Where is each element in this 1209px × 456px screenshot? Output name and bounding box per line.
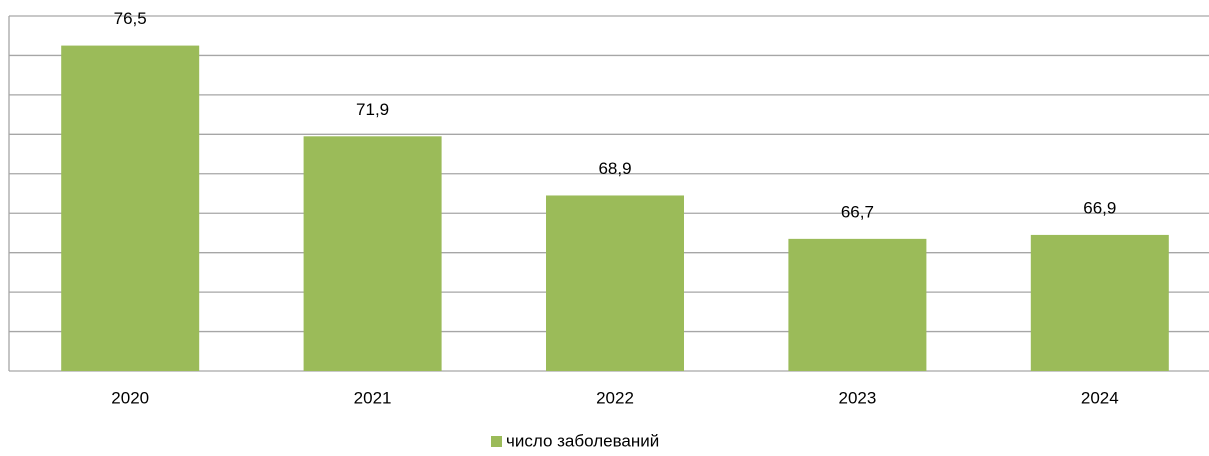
bar [546, 195, 684, 371]
data-label: 66,9 [1083, 198, 1116, 217]
x-tick-label: 2024 [1081, 388, 1119, 407]
data-label: 68,9 [598, 159, 631, 178]
data-label: 76,5 [114, 9, 147, 28]
x-tick-label: 2023 [838, 388, 876, 407]
data-label: 71,9 [356, 100, 389, 119]
legend-label: число заболеваний [506, 431, 659, 450]
bar [788, 238, 927, 371]
bar [303, 136, 442, 371]
data-label: 66,7 [841, 202, 874, 221]
bar [61, 45, 200, 371]
bar [1030, 234, 1169, 371]
legend-swatch [491, 436, 502, 447]
x-tick-label: 2020 [111, 388, 149, 407]
x-tick-label: 2022 [596, 388, 634, 407]
x-tick-label: 2021 [354, 388, 392, 407]
